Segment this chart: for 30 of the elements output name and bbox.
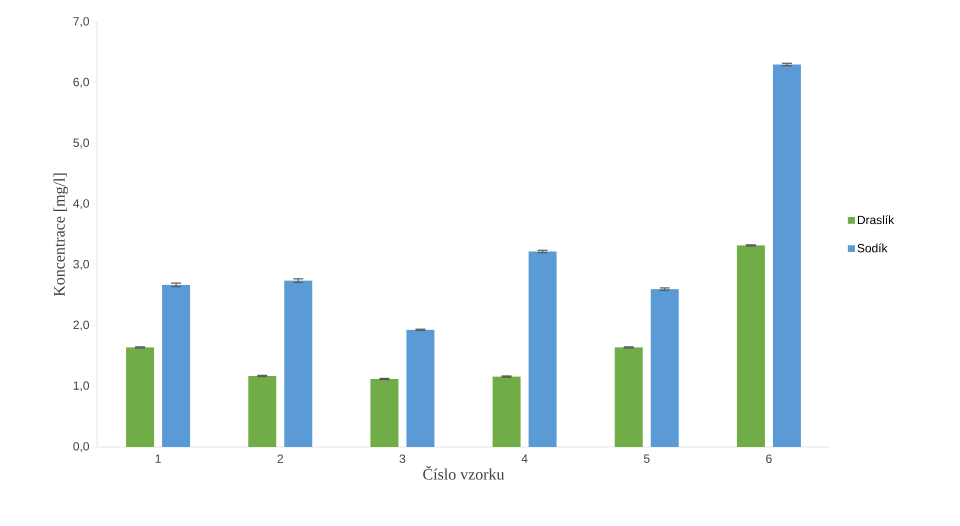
x-tick-label: 2 [278, 454, 283, 463]
bar [492, 376, 521, 447]
bar [528, 252, 557, 447]
bar [650, 289, 679, 447]
bar [736, 245, 765, 447]
y-tick-label: 7,0 [73, 17, 90, 27]
bar [370, 379, 398, 447]
y-tick-label: 1,0 [74, 381, 90, 392]
y-tick-label: 2,0 [73, 320, 90, 331]
y-tick-label: 3,0 [73, 260, 90, 270]
y-tick-label: 5,0 [73, 138, 90, 148]
legend-label: Sodík [857, 243, 888, 252]
bar [126, 347, 154, 447]
bar [284, 280, 312, 447]
x-axis-title: Číslo vzorku [423, 466, 504, 480]
x-tick-label: 1 [156, 454, 161, 463]
legend-label: Draslík [858, 215, 894, 224]
x-tick-label: 5 [644, 454, 650, 463]
y-axis-title: Koncentrace [mg/l] [54, 173, 68, 296]
y-tick-label: 6,0 [73, 78, 90, 88]
y-tick-label: 4,0 [73, 199, 90, 210]
y-tick-label: 0,0 [73, 442, 90, 452]
x-tick-label: 4 [522, 454, 528, 463]
bar [248, 376, 276, 447]
bar [614, 347, 643, 447]
x-tick-label: 3 [400, 454, 406, 463]
bar [162, 284, 190, 447]
x-tick-label: 6 [766, 454, 772, 463]
bar [406, 330, 434, 447]
bar [772, 64, 801, 447]
